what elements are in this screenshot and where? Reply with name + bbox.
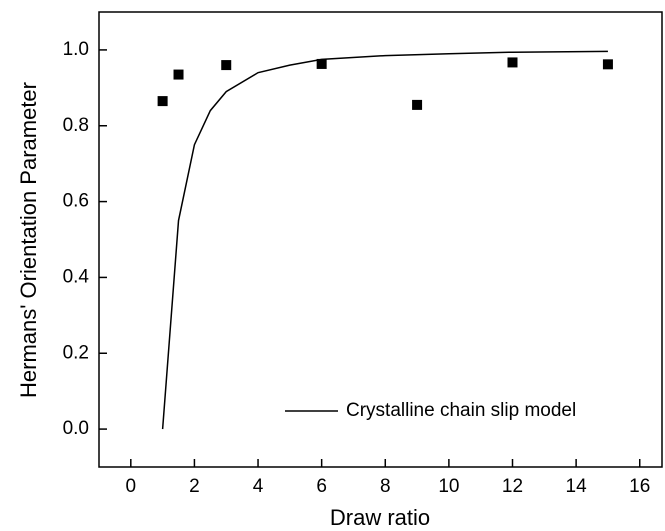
y-tick-label: 0.0 [63,418,89,439]
x-tick-label: 6 [316,476,327,497]
x-tick-label: 4 [253,476,264,497]
x-tick-label: 14 [566,476,588,497]
y-tick-label: 0.8 [63,115,89,136]
model-line [161,50,608,430]
x-tick-label: 10 [438,476,459,497]
x-tick-label: 0 [126,476,137,497]
data-point [412,99,423,110]
data-point [157,96,168,107]
x-tick-label: 16 [629,476,650,497]
y-tick-label: 0.6 [63,191,89,212]
data-point [316,58,327,69]
x-axis-label: Draw ratio [330,505,430,530]
y-tick-label: 0.2 [63,342,89,363]
data-point [173,69,184,80]
data-point [221,60,232,71]
y-tick-label: 1.0 [63,39,89,60]
data-point [602,59,613,70]
y-tick-label: 0.4 [63,266,90,287]
x-tick-label: 8 [380,476,391,497]
x-tick-label: 2 [189,476,200,497]
x-tick-label: 12 [502,476,523,497]
y-axis-label: Hermans' Orientation Parameter [16,82,41,398]
legend-label: Crystalline chain slip model [346,400,576,421]
data-point [507,57,518,68]
plot-frame [98,11,663,468]
